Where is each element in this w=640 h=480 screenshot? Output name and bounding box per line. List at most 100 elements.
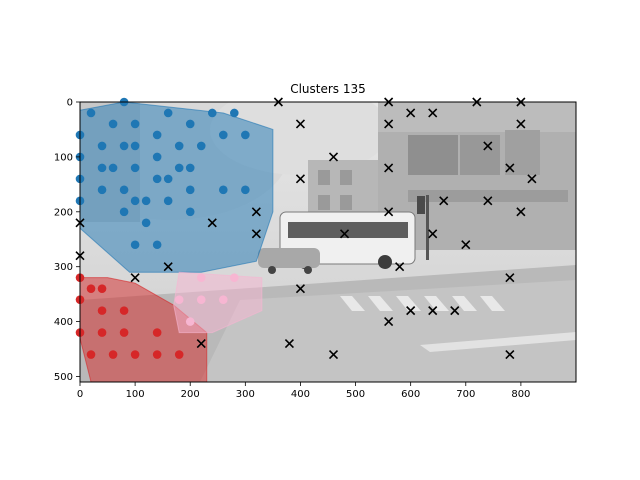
- cluster-0-point-7: [97, 185, 107, 195]
- cluster-1-point-7: [97, 328, 107, 337]
- y-tick-label: 400: [54, 317, 73, 328]
- cluster-3-point-3: [163, 262, 173, 272]
- cluster-0-point-30: [185, 119, 195, 129]
- y-tick-label: 0: [67, 98, 73, 109]
- cluster-0-point-40: [241, 185, 250, 195]
- cluster-1-point-3: [86, 284, 96, 293]
- cluster-0-point-8: [108, 119, 118, 129]
- x-tick-label: 700: [456, 389, 475, 400]
- cluster-3-point-4: [207, 218, 217, 228]
- cluster-1-point-6: [97, 306, 107, 315]
- cluster-3-point-25: [428, 229, 438, 239]
- cluster-0-point-11: [119, 141, 129, 151]
- x-tick-label: 0: [77, 389, 83, 400]
- cluster-3-point-12: [295, 284, 306, 294]
- cluster-0-point-17: [130, 196, 140, 206]
- cluster-0-point-18: [130, 240, 140, 250]
- y-tick-label: 500: [54, 372, 73, 383]
- cluster-0-point-37: [218, 185, 228, 195]
- cluster-0-point-38: [230, 108, 239, 118]
- cluster-3-point-7: [251, 229, 261, 239]
- y-axis: 0 100 200 300 400 500: [54, 98, 80, 383]
- chart-title: Clusters 135: [290, 82, 366, 96]
- cluster-2-point-3: [196, 295, 206, 304]
- cluster-3-point-17: [384, 119, 394, 129]
- cluster-0-point-19: [141, 218, 151, 228]
- cluster-3-point-29: [461, 240, 471, 250]
- cluster-0-point-16: [130, 163, 140, 173]
- cluster-1-point-13: [152, 350, 162, 359]
- cluster-0-point-32: [185, 185, 195, 195]
- cluster-0-point-9: [108, 163, 118, 173]
- cluster-3-point-2: [130, 273, 140, 283]
- cluster-0-point-6: [97, 163, 107, 173]
- cluster-3-point-18: [384, 163, 394, 173]
- cluster-2-hull: [173, 271, 263, 334]
- x-tick-label: 500: [346, 389, 365, 400]
- cluster-3-point-35: [505, 349, 515, 360]
- y-tick-label: 100: [54, 152, 73, 163]
- cluster-1-point-4: [86, 350, 96, 359]
- cluster-0-point-33: [185, 207, 195, 217]
- cluster-0-point-36: [218, 130, 228, 140]
- x-tick-label: 100: [126, 389, 145, 400]
- cluster-0-point-4: [86, 108, 96, 118]
- cluster-1-point-14: [174, 350, 184, 359]
- cluster-0-point-20: [141, 196, 151, 206]
- cluster-3-point-20: [384, 317, 394, 327]
- cluster-3-point-38: [516, 207, 526, 217]
- cluster-3-point-5: [196, 339, 206, 349]
- x-tick-label: 200: [181, 389, 200, 400]
- cluster-0-point-25: [163, 108, 173, 118]
- cluster-3-point-27: [439, 196, 449, 206]
- cluster-1-point-9: [119, 306, 129, 315]
- cluster-2-point-1: [185, 317, 195, 326]
- x-axis: 0 100 200 300 400 500 600 700 800: [77, 382, 530, 400]
- x-tick-label: 400: [291, 389, 310, 400]
- cluster-3-point-10: [295, 119, 306, 129]
- cluster-0-point-12: [119, 185, 129, 195]
- cluster-0-point-28: [174, 141, 184, 151]
- cluster-0-point-27: [163, 196, 173, 206]
- cluster-0-hull: [79, 101, 274, 273]
- cluster-0-point-14: [130, 119, 140, 129]
- cluster-0-point-13: [119, 207, 129, 217]
- y-tick-label: 200: [54, 207, 73, 218]
- cluster-0-point-23: [152, 174, 162, 184]
- cluster-1-point-10: [119, 328, 129, 337]
- cluster-0-point-24: [152, 240, 162, 250]
- cluster-0-point-35: [207, 108, 217, 118]
- cluster-3-point-21: [395, 262, 405, 272]
- cluster-3-point-28: [450, 306, 460, 316]
- x-tick-label: 600: [401, 389, 420, 400]
- cluster-2-point-2: [196, 273, 206, 282]
- cluster-3-point-23: [406, 306, 416, 316]
- cluster-3-point-19: [384, 207, 394, 217]
- cluster-3-point-39: [527, 174, 537, 184]
- cluster-1-point-12: [152, 328, 162, 337]
- cluster-points: [75, 97, 537, 360]
- x-tick-label: 300: [236, 389, 255, 400]
- cluster-3-point-15: [339, 229, 350, 239]
- cluster-3-point-34: [505, 273, 515, 283]
- cluster-0-point-26: [163, 174, 173, 184]
- cluster-3-point-33: [505, 163, 515, 173]
- cluster-3-point-37: [516, 119, 526, 129]
- cluster-3-point-22: [406, 108, 416, 118]
- plot-frame: [79, 101, 577, 383]
- cluster-3-point-13: [328, 152, 339, 162]
- cluster-0-point-39: [241, 130, 250, 140]
- cluster-3-point-26: [428, 306, 438, 316]
- cluster-0-point-31: [185, 163, 195, 173]
- cluster-3-point-32: [483, 196, 493, 206]
- cluster-3-point-31: [483, 141, 493, 151]
- cluster-1-point-8: [108, 350, 118, 359]
- cluster-0-point-29: [174, 163, 184, 173]
- cluster-3-point-24: [428, 108, 438, 118]
- cluster-2-point-0: [174, 295, 184, 304]
- cluster-3-point-6: [251, 207, 261, 217]
- cluster-1-point-11: [130, 350, 140, 359]
- cluster-3-point-14: [328, 349, 339, 360]
- cluster-0-point-22: [152, 152, 162, 162]
